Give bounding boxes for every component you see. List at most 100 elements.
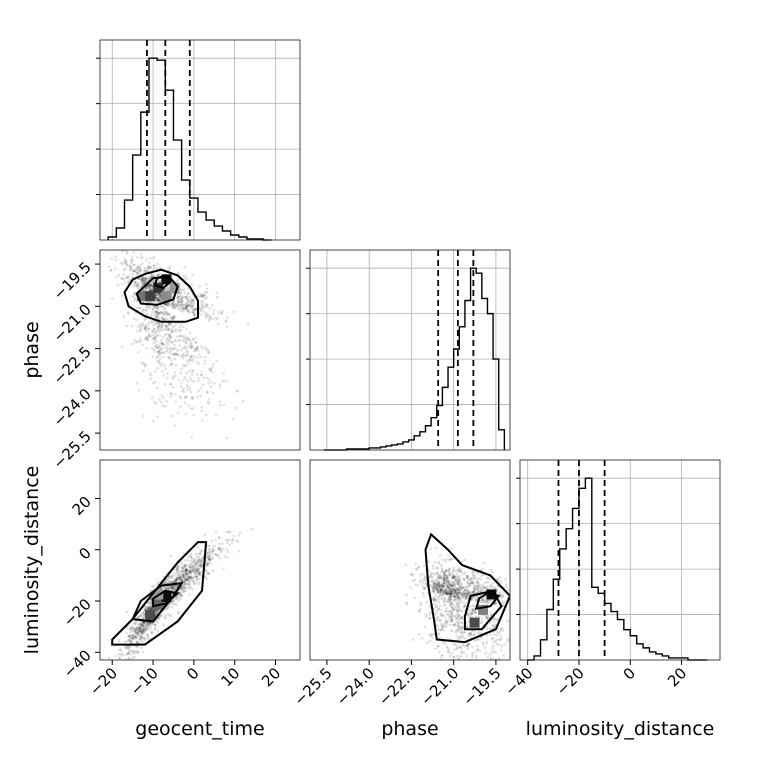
scatter-point <box>149 266 153 270</box>
scatter-point <box>478 584 482 588</box>
scatter-point <box>161 317 165 321</box>
scatter-point <box>471 611 475 615</box>
scatter-point <box>184 394 188 398</box>
scatter-point <box>200 564 203 567</box>
scatter-point <box>175 577 179 580</box>
scatter-point <box>188 579 192 583</box>
scatter-point <box>433 599 436 602</box>
scatter-point <box>137 626 141 630</box>
scatter-point <box>172 306 175 309</box>
scatter-point <box>185 569 189 573</box>
scatter-point <box>444 625 448 628</box>
scatter-point <box>191 396 194 400</box>
scatter-point <box>189 297 193 301</box>
scatter-point <box>469 582 472 585</box>
scatter-point <box>181 356 185 360</box>
scatter-point <box>424 575 427 579</box>
scatter-point <box>210 552 214 556</box>
scatter-point <box>160 369 164 373</box>
scatter-point <box>459 598 462 601</box>
scatter-point <box>424 615 428 619</box>
scatter-point <box>164 581 167 584</box>
scatter-point <box>191 310 195 314</box>
scatter-point <box>195 360 199 364</box>
scatter-point <box>133 630 137 634</box>
scatter-point <box>137 629 141 632</box>
scatter-point <box>192 564 195 567</box>
scatter-point <box>115 275 118 278</box>
scatter-point <box>431 581 435 584</box>
scatter-point <box>459 574 462 578</box>
scatter-point <box>186 579 190 583</box>
scatter-point <box>486 616 489 620</box>
scatter-point <box>457 605 460 608</box>
scatter-point <box>457 588 461 592</box>
scatter-point <box>448 568 451 571</box>
density-block <box>161 274 172 285</box>
scatter-point <box>174 347 177 351</box>
scatter-point <box>421 582 424 585</box>
scatter-point <box>486 600 489 603</box>
scatter-point <box>453 578 457 582</box>
x-tick-label: 0 <box>620 664 639 683</box>
scatter-point <box>190 345 193 349</box>
scatter-point <box>127 657 131 660</box>
scatter-point <box>437 582 440 585</box>
scatter-point <box>191 306 194 309</box>
scatter-point <box>455 646 459 650</box>
scatter-point <box>182 583 186 586</box>
scatter-point <box>496 631 500 634</box>
scatter-point <box>458 580 461 583</box>
scatter-point <box>440 608 443 612</box>
scatter-point <box>155 309 158 313</box>
scatter-point <box>158 357 162 361</box>
scatter-point <box>155 328 159 332</box>
scatter-point <box>166 326 169 329</box>
scatter-point <box>191 357 195 360</box>
scatter-point <box>405 602 408 606</box>
scatter-point <box>462 577 466 581</box>
scatter-point <box>498 591 501 594</box>
scatter-point <box>171 301 174 305</box>
scatter-point <box>185 295 189 298</box>
scatter-point <box>486 585 489 589</box>
scatter-point <box>139 626 142 630</box>
scatter-point <box>168 580 172 584</box>
scatter-point <box>120 277 124 280</box>
scatter-point <box>158 295 161 298</box>
scatter-point <box>146 633 150 637</box>
scatter-point <box>496 617 500 621</box>
scatter-point <box>458 616 461 619</box>
scatter-point <box>225 548 229 551</box>
scatter-point <box>179 576 182 580</box>
scatter-point <box>140 624 144 627</box>
scatter-point <box>163 351 166 354</box>
scatter-point <box>456 588 459 591</box>
scatter-point <box>129 640 132 643</box>
scatter-point <box>186 576 190 579</box>
scatter-point <box>429 611 432 614</box>
scatter-point <box>165 587 168 590</box>
scatter-point <box>141 629 145 632</box>
scatter-point <box>183 344 187 348</box>
scatter-point <box>448 558 452 562</box>
scatter-point <box>147 606 151 609</box>
scatter-point <box>185 296 188 299</box>
scatter-point <box>189 358 192 362</box>
scatter-point <box>437 632 441 635</box>
scatter-point <box>183 364 186 368</box>
scatter-point <box>165 399 168 403</box>
scatter-point <box>193 569 197 573</box>
scatter-point <box>179 576 183 579</box>
scatter-point <box>171 385 175 389</box>
scatter-point <box>444 560 448 563</box>
scatter-point <box>185 354 188 357</box>
scatter-point <box>134 620 137 623</box>
scatter-point <box>134 649 138 653</box>
scatter-point <box>194 341 198 344</box>
scatter-point <box>197 552 200 556</box>
scatter-point <box>424 582 427 586</box>
scatter-point <box>430 666 433 669</box>
scatter-point <box>228 538 231 542</box>
